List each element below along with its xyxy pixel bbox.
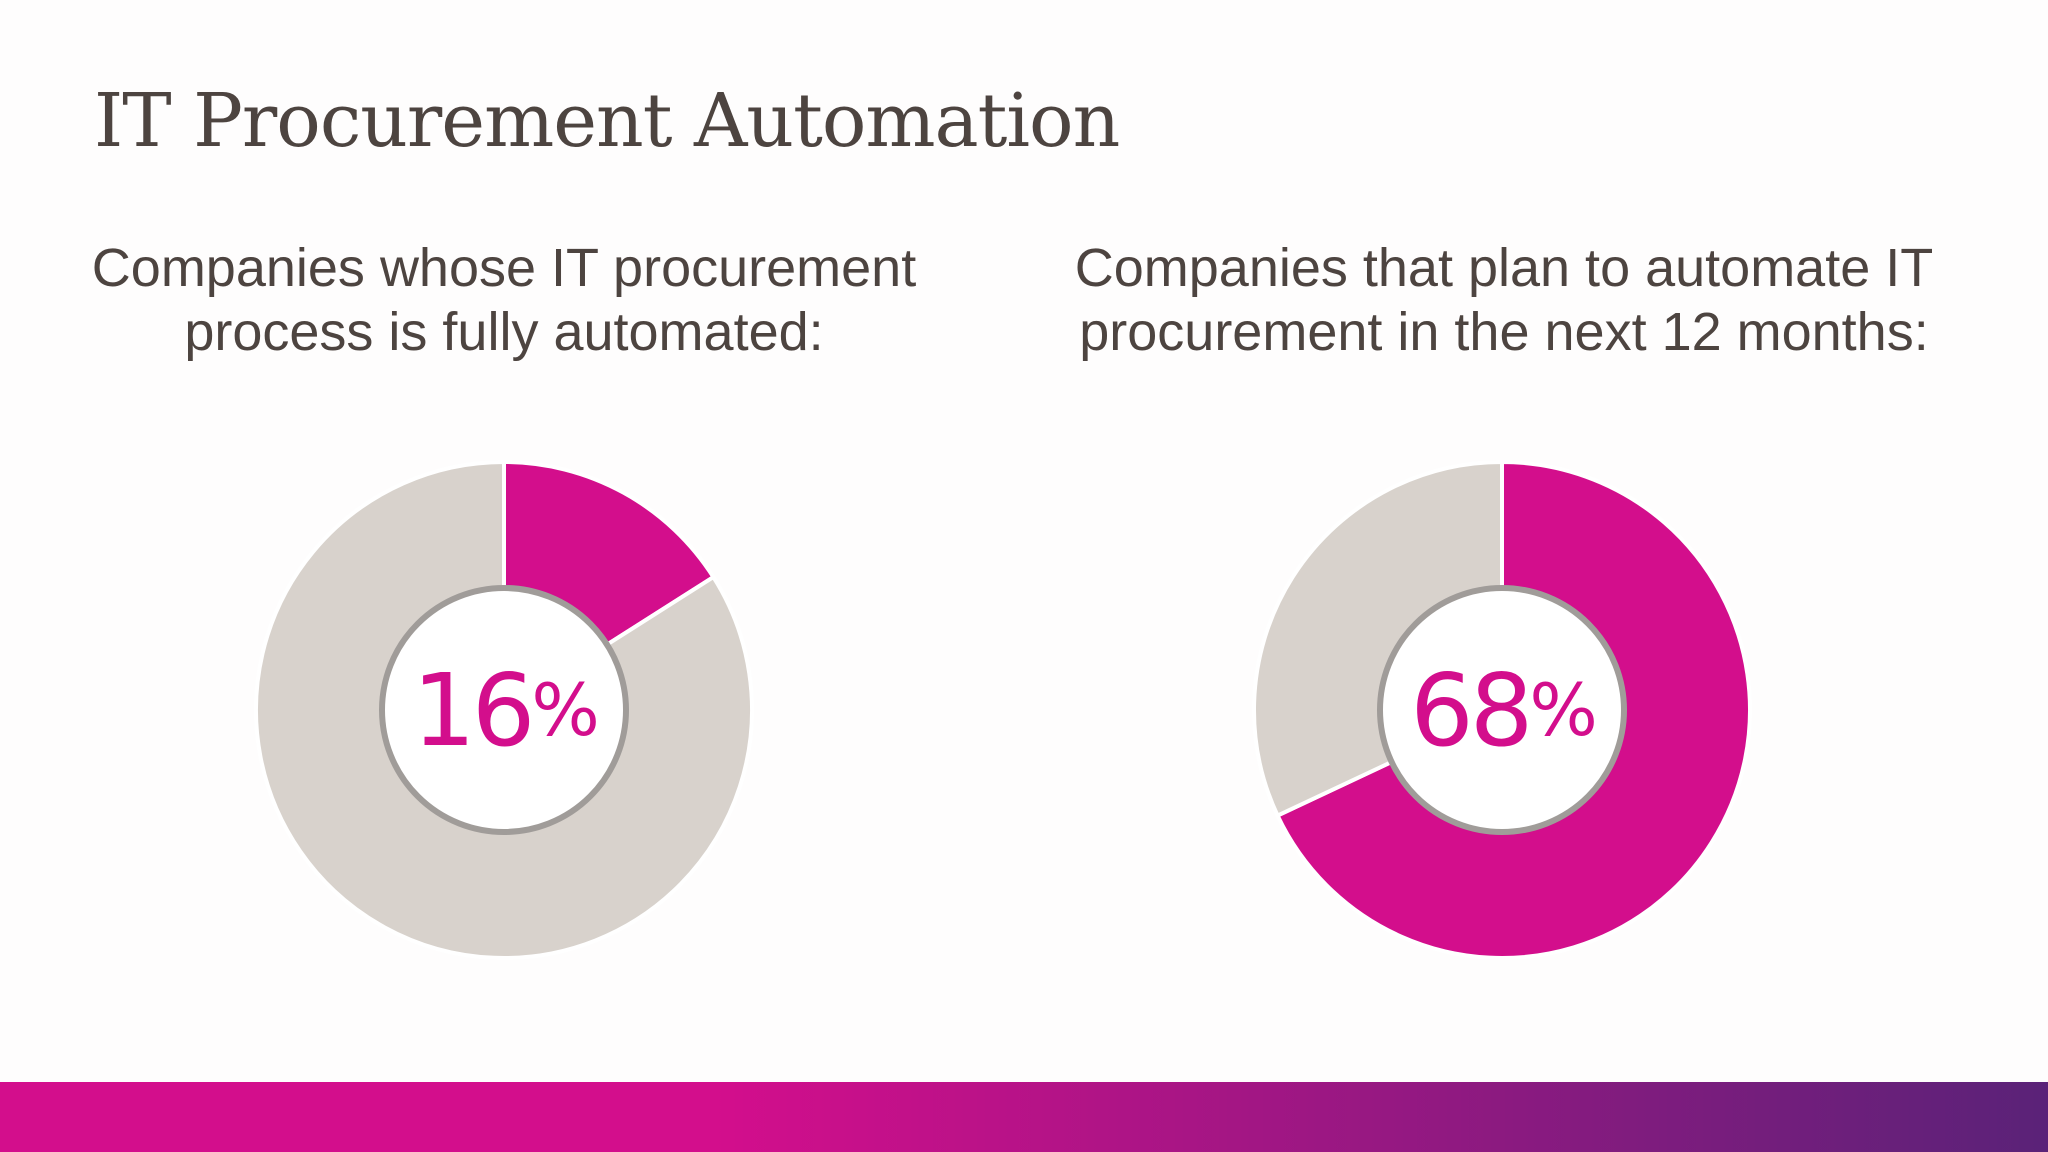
page-title: IT Procurement Automation [94, 78, 1120, 164]
chart-1-value-label: 16% [412, 652, 596, 769]
bottom-gradient-bar [0, 1082, 2048, 1152]
donut-hole [1377, 585, 1627, 835]
chart-2-title: Companies that plan to automate IT procu… [1074, 238, 1934, 362]
chart-1-unit: % [531, 668, 596, 752]
donut-chart-fully-automated: 16% [254, 460, 754, 960]
chart-1-value: 16 [412, 652, 531, 769]
chart-2-value: 68 [1410, 652, 1529, 769]
donut-hole [379, 585, 629, 835]
chart-2-unit: % [1529, 668, 1594, 752]
donut-chart-plan-to-automate: 68% [1252, 460, 1752, 960]
chart-1-title: Companies whose IT procurement process i… [91, 238, 917, 362]
chart-2-value-label: 68% [1410, 652, 1594, 769]
